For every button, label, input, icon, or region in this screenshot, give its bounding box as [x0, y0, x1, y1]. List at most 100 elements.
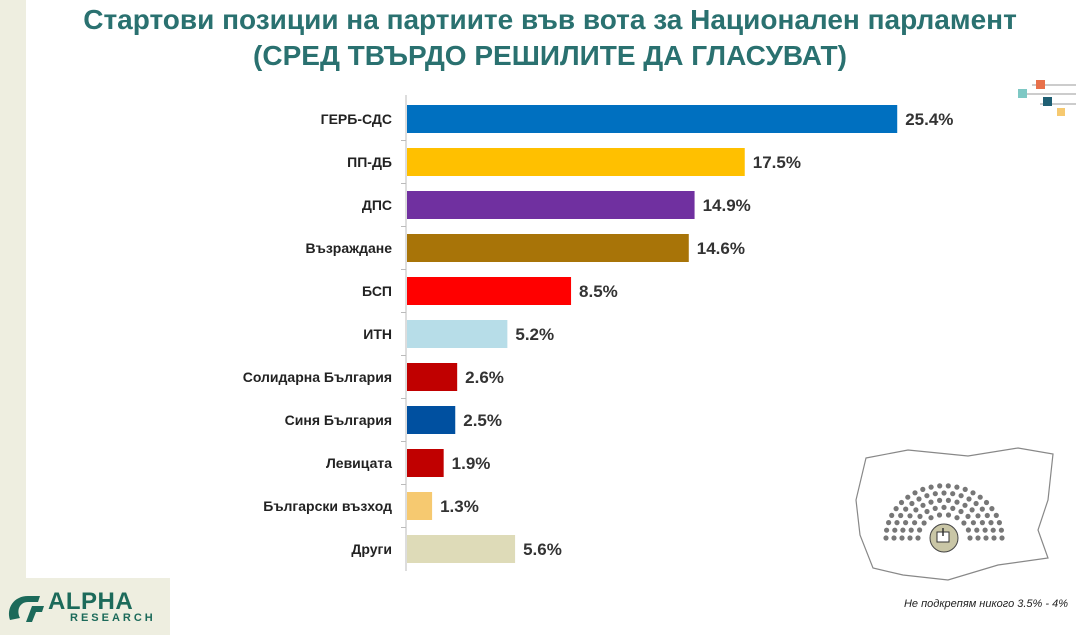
data-label: 5.6% [523, 540, 562, 559]
seat-dot [907, 513, 913, 519]
decorative-squares-icon [1018, 80, 1076, 116]
seat-dot [973, 500, 979, 507]
category-label: ИТН [363, 326, 392, 342]
seat-dot [937, 497, 943, 503]
seat-dot [988, 520, 994, 526]
category-label: Възраждане [306, 240, 393, 256]
category-label: Други [351, 541, 392, 557]
seat-dot [899, 535, 905, 541]
seat-dot [936, 512, 943, 518]
seat-dot [969, 507, 975, 513]
seat-dot [983, 499, 990, 506]
seat-dot [941, 504, 947, 510]
seat-dot [974, 527, 980, 533]
seat-dot [970, 520, 976, 526]
data-label: 5.2% [515, 325, 554, 344]
category-label: Солидарна България [243, 369, 392, 385]
alpha-research-logo: ALPHA RESEARCH [4, 588, 169, 628]
bar [407, 105, 898, 133]
seat-dot [932, 491, 938, 497]
seat-dot [950, 491, 956, 497]
seat-dot [961, 520, 967, 526]
seat-dot [945, 483, 951, 489]
seat-dot [975, 513, 981, 519]
seat-dot [893, 506, 899, 512]
seat-dot [967, 535, 973, 541]
seat-dot [928, 499, 934, 505]
category-label: Левицата [326, 455, 392, 471]
bar [407, 148, 745, 176]
title-line-2: (СРЕД ТВЪРДО РЕШИЛИТЕ ДА ГЛАСУВАТ) [253, 40, 847, 71]
seat-dot [965, 527, 971, 533]
seat-dot [962, 502, 968, 508]
bar [407, 535, 516, 563]
seat-dot [886, 520, 892, 526]
seat-dot [937, 483, 943, 489]
seat-dot [977, 494, 983, 500]
seat-dot [989, 506, 995, 512]
seat-dot [921, 520, 927, 526]
seat-dot [975, 535, 981, 541]
category-label: ПП-ДБ [347, 154, 392, 170]
seat-dot [966, 496, 972, 502]
bar [407, 492, 433, 520]
seat-dot [950, 505, 956, 511]
category-label: ДПС [362, 197, 392, 213]
seat-dot [912, 490, 918, 496]
seat-dot [993, 512, 999, 518]
logo-subtitle: RESEARCH [70, 612, 156, 624]
seat-dot [889, 512, 895, 518]
data-label: 17.5% [753, 153, 801, 172]
bar [407, 234, 689, 262]
seat-dot [928, 484, 934, 490]
data-label: 2.6% [465, 368, 504, 387]
seat-dot [991, 535, 997, 541]
seat-dot [883, 535, 889, 541]
seat-dot [958, 493, 964, 499]
seat-dot [903, 520, 909, 526]
seat-dot [982, 527, 988, 533]
seat-dot [928, 515, 934, 521]
seat-dot [945, 512, 952, 518]
bar [407, 363, 458, 391]
seat-dot [913, 507, 919, 513]
seat-dot [958, 508, 964, 515]
seat-dot [917, 527, 923, 533]
seat-dot [909, 500, 915, 507]
seat-dot [920, 486, 926, 492]
data-label: 1.9% [452, 454, 491, 473]
logo-background [0, 578, 170, 635]
seat-dot [965, 513, 971, 519]
footnote: Не подкрепям никого 3.5% - 4% [903, 598, 1068, 610]
seat-dot [905, 494, 911, 500]
parliament-seats [883, 483, 1005, 541]
seat-dot [924, 508, 930, 515]
data-label: 8.5% [579, 282, 618, 301]
seat-dot [907, 535, 913, 541]
seat-dot [954, 499, 960, 505]
data-label: 1.3% [440, 497, 479, 516]
bar [407, 449, 444, 477]
seat-dot [984, 512, 990, 519]
seat-dot [924, 493, 930, 499]
bulgaria-parliament-map-icon [855, 447, 1054, 581]
logo-word: ALPHA [48, 588, 134, 615]
seat-dot [945, 497, 951, 503]
data-label: 25.4% [905, 110, 953, 129]
seat-dot [903, 506, 909, 512]
bar [407, 277, 572, 305]
data-label: 14.9% [703, 196, 751, 215]
seat-dot [999, 535, 1005, 541]
data-label: 14.6% [697, 239, 745, 258]
category-label: Синя България [285, 412, 392, 428]
seat-dot [915, 535, 921, 541]
left-decorative-strip [0, 0, 26, 635]
seat-dot [998, 527, 1004, 533]
seat-dot [941, 490, 947, 496]
seat-dot [983, 535, 989, 541]
seat-dot [912, 520, 918, 526]
category-label: ГЕРБ-СДС [321, 111, 392, 127]
seat-dot [954, 515, 960, 521]
seat-dot [900, 527, 906, 533]
